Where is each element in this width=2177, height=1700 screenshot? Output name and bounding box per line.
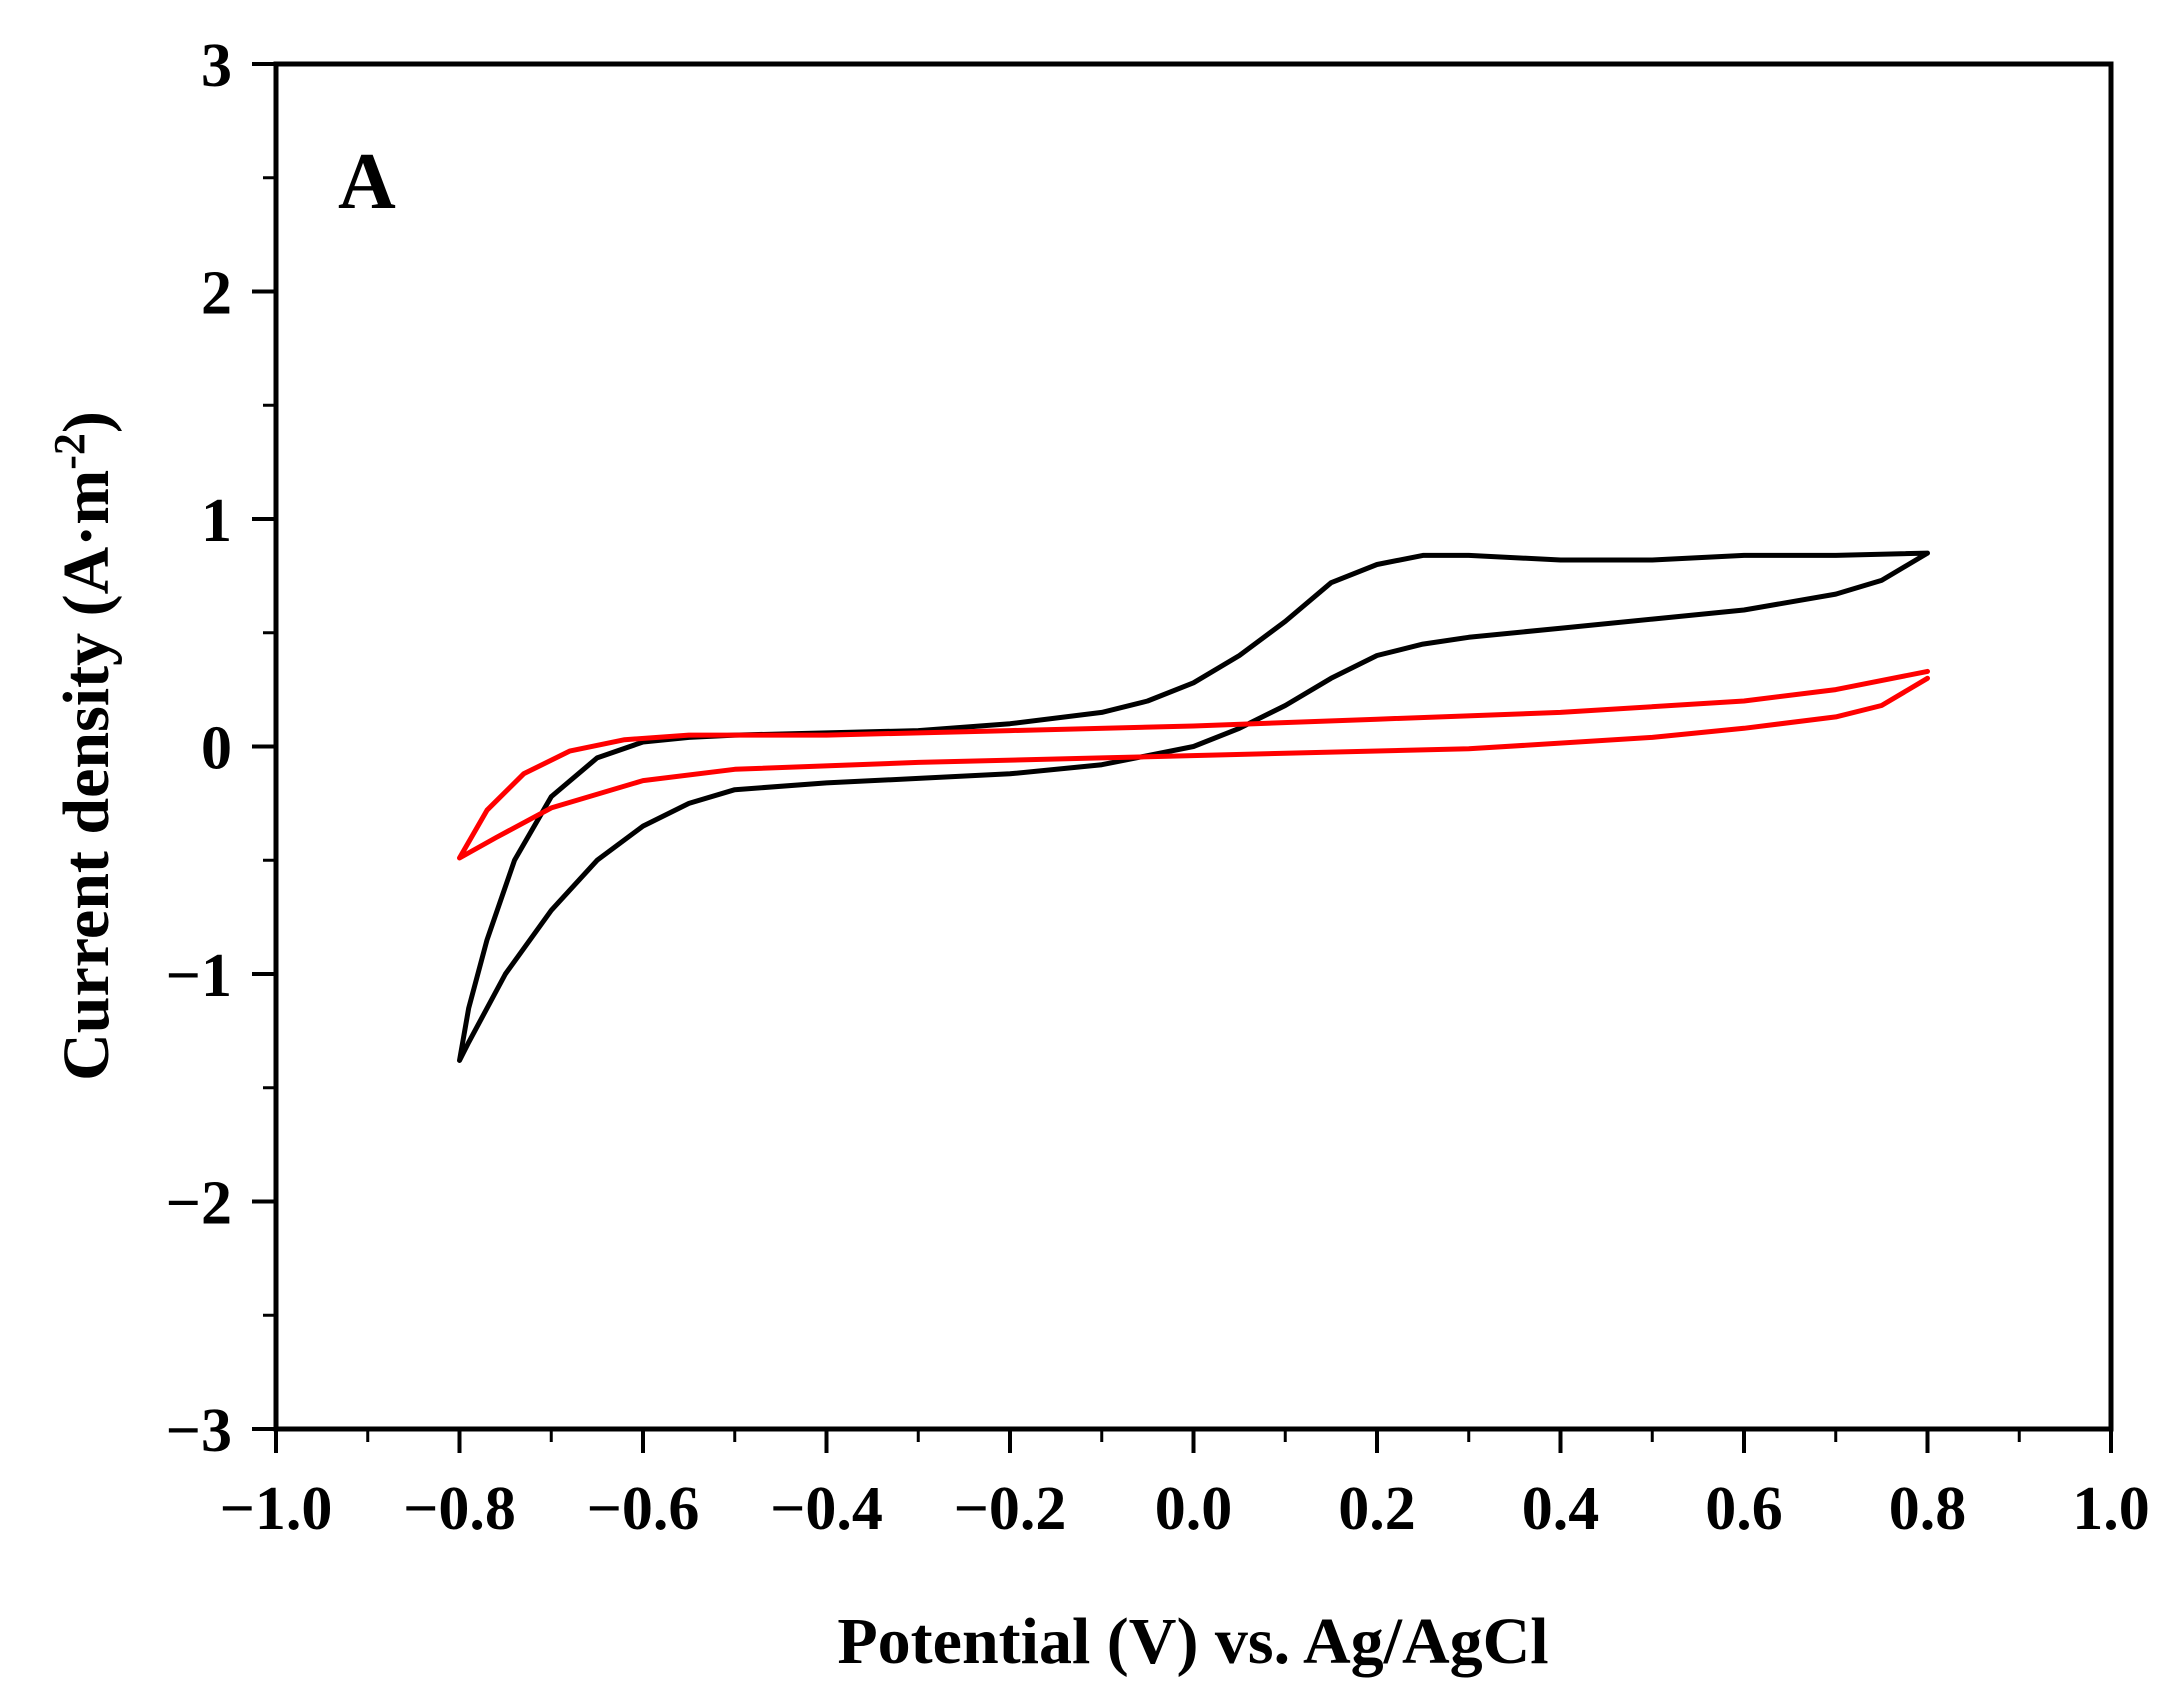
x-axis-title: Potential (V) vs. Ag/AgCl <box>837 1605 1548 1678</box>
panel-label: A <box>338 138 396 226</box>
x-tick-label: −1.0 <box>220 1475 333 1543</box>
y-tick-label: 0 <box>201 715 232 783</box>
x-tick-label: 0.4 <box>1522 1475 1600 1543</box>
x-tick-label: −0.4 <box>770 1475 883 1543</box>
y-tick-label: −3 <box>166 1397 232 1465</box>
series <box>457 550 1930 1063</box>
x-tick-label: −0.8 <box>403 1475 516 1543</box>
y-tick-label: 3 <box>201 32 232 100</box>
x-tick-label: 1.0 <box>2072 1475 2150 1543</box>
x-tick-label: −0.6 <box>587 1475 700 1543</box>
x-tick-label: 0.0 <box>1155 1475 1233 1543</box>
y-axis-title-main: Current density (A·m <box>50 470 123 1081</box>
x-tick-label: 0.2 <box>1338 1475 1416 1543</box>
y-axis-title-close: ) <box>50 411 123 433</box>
black-cv-line <box>457 550 1930 1063</box>
red-cv-line <box>457 668 1930 861</box>
y-tick-label: −1 <box>166 942 232 1010</box>
y-tick-label: 2 <box>201 260 232 328</box>
x-tick-label: 0.6 <box>1705 1475 1783 1543</box>
y-tick-label: −2 <box>166 1170 232 1238</box>
y-axis-title: Current density (A·m-2) <box>45 411 124 1081</box>
x-tick-label: 0.8 <box>1889 1475 1967 1543</box>
y-axis-title-sup: -2 <box>45 433 94 470</box>
y-tick-label: 1 <box>201 487 232 555</box>
ticks: −1.0 −0.8 −0.6 −0.4 −0.2 0.0 0.2 0.4 0.6 0.8 1.0 −3… <box>166 32 2150 1543</box>
x-tick-label: −0.2 <box>954 1475 1067 1543</box>
